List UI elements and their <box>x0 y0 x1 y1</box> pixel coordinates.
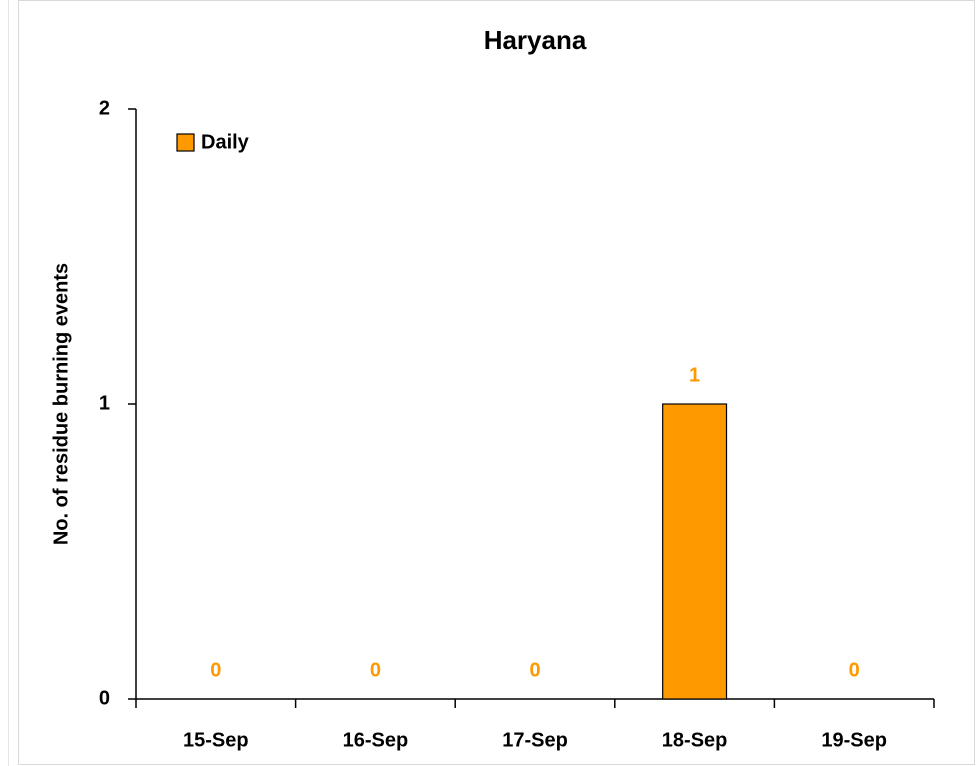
data-label: 1 <box>689 364 700 386</box>
x-tick-label: 16-Sep <box>343 729 409 751</box>
chart-title: Haryana <box>484 25 587 55</box>
y-tick-label: 0 <box>99 687 110 709</box>
data-label: 0 <box>529 659 540 681</box>
legend-swatch <box>176 133 195 152</box>
x-tick-label: 18-Sep <box>662 729 728 751</box>
y-axis-label: No. of residue burning events <box>50 263 72 545</box>
x-tick-label: 17-Sep <box>502 729 568 751</box>
data-label: 0 <box>849 659 860 681</box>
legend-label: Daily <box>201 131 250 153</box>
y-tick-label: 1 <box>99 392 110 414</box>
chart-frame <box>18 0 975 765</box>
x-tick-label: 19-Sep <box>821 729 887 751</box>
bar <box>662 403 728 700</box>
y-tick-label: 2 <box>99 97 110 119</box>
x-tick-label: 15-Sep <box>183 729 249 751</box>
data-label: 0 <box>210 659 221 681</box>
data-label: 0 <box>370 659 381 681</box>
